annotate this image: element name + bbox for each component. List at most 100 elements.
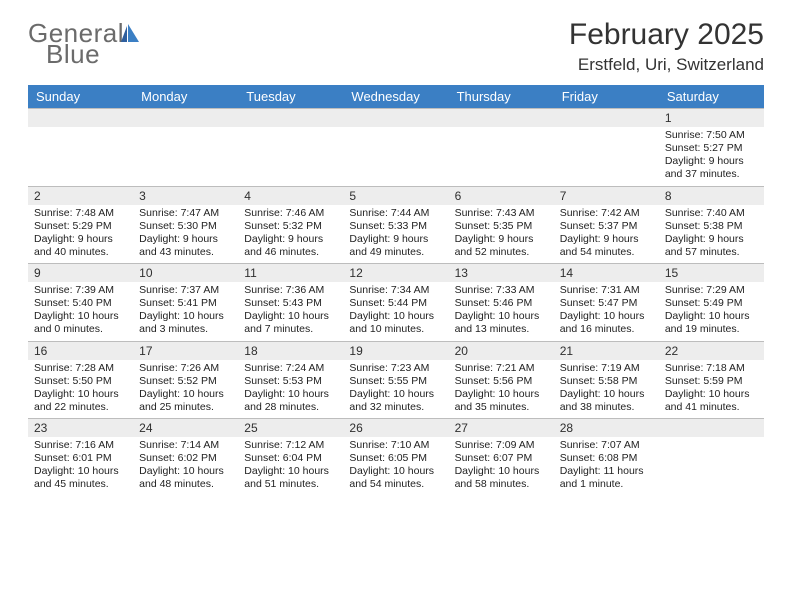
day-cell: 7Sunrise: 7:42 AMSunset: 5:37 PMDaylight… xyxy=(554,187,659,264)
day-cell: 18Sunrise: 7:24 AMSunset: 5:53 PMDayligh… xyxy=(238,342,343,419)
day-number: 18 xyxy=(238,342,343,360)
day-info: Sunrise: 7:09 AMSunset: 6:07 PMDaylight:… xyxy=(449,437,554,496)
day-number: 19 xyxy=(343,342,448,360)
day-info: Sunrise: 7:48 AMSunset: 5:29 PMDaylight:… xyxy=(28,205,133,264)
day-number: 23 xyxy=(28,419,133,437)
day-cell: 16Sunrise: 7:28 AMSunset: 5:50 PMDayligh… xyxy=(28,342,133,419)
day-cell xyxy=(554,109,659,186)
day-cell: 11Sunrise: 7:36 AMSunset: 5:43 PMDayligh… xyxy=(238,264,343,341)
day-info: Sunrise: 7:24 AMSunset: 5:53 PMDaylight:… xyxy=(238,360,343,419)
day-number: 26 xyxy=(343,419,448,437)
day-cell: 14Sunrise: 7:31 AMSunset: 5:47 PMDayligh… xyxy=(554,264,659,341)
day-cell xyxy=(238,109,343,186)
title-block: February 2025 Erstfeld, Uri, Switzerland xyxy=(569,18,764,75)
day-info: Sunrise: 7:44 AMSunset: 5:33 PMDaylight:… xyxy=(343,205,448,264)
day-cell: 9Sunrise: 7:39 AMSunset: 5:40 PMDaylight… xyxy=(28,264,133,341)
day-info: Sunrise: 7:12 AMSunset: 6:04 PMDaylight:… xyxy=(238,437,343,496)
week-row: 16Sunrise: 7:28 AMSunset: 5:50 PMDayligh… xyxy=(28,341,764,419)
day-info: Sunrise: 7:46 AMSunset: 5:32 PMDaylight:… xyxy=(238,205,343,264)
day-info: Sunrise: 7:37 AMSunset: 5:41 PMDaylight:… xyxy=(133,282,238,341)
logo-sail-icon xyxy=(121,24,143,47)
day-info: Sunrise: 7:31 AMSunset: 5:47 PMDaylight:… xyxy=(554,282,659,341)
day-number: 17 xyxy=(133,342,238,360)
day-info: Sunrise: 7:07 AMSunset: 6:08 PMDaylight:… xyxy=(554,437,659,496)
day-cell: 13Sunrise: 7:33 AMSunset: 5:46 PMDayligh… xyxy=(449,264,554,341)
day-info: Sunrise: 7:50 AMSunset: 5:27 PMDaylight:… xyxy=(659,127,764,186)
day-number: 7 xyxy=(554,187,659,205)
page-subtitle: Erstfeld, Uri, Switzerland xyxy=(569,55,764,75)
week-row: 2Sunrise: 7:48 AMSunset: 5:29 PMDaylight… xyxy=(28,186,764,264)
calendar-page: General Blue February 2025 Erstfeld, Uri… xyxy=(0,0,792,508)
day-number: 8 xyxy=(659,187,764,205)
day-number-empty xyxy=(238,109,343,127)
day-number: 25 xyxy=(238,419,343,437)
day-cell: 2Sunrise: 7:48 AMSunset: 5:29 PMDaylight… xyxy=(28,187,133,264)
day-cell: 10Sunrise: 7:37 AMSunset: 5:41 PMDayligh… xyxy=(133,264,238,341)
day-info: Sunrise: 7:16 AMSunset: 6:01 PMDaylight:… xyxy=(28,437,133,496)
day-info: Sunrise: 7:42 AMSunset: 5:37 PMDaylight:… xyxy=(554,205,659,264)
day-number: 16 xyxy=(28,342,133,360)
header: General Blue February 2025 Erstfeld, Uri… xyxy=(28,18,764,75)
day-number: 2 xyxy=(28,187,133,205)
day-cell: 12Sunrise: 7:34 AMSunset: 5:44 PMDayligh… xyxy=(343,264,448,341)
day-info: Sunrise: 7:23 AMSunset: 5:55 PMDaylight:… xyxy=(343,360,448,419)
day-cell xyxy=(133,109,238,186)
logo: General Blue xyxy=(28,18,143,67)
day-info: Sunrise: 7:26 AMSunset: 5:52 PMDaylight:… xyxy=(133,360,238,419)
day-number: 27 xyxy=(449,419,554,437)
day-number: 3 xyxy=(133,187,238,205)
day-header: Monday xyxy=(133,85,238,108)
day-number: 6 xyxy=(449,187,554,205)
day-info: Sunrise: 7:47 AMSunset: 5:30 PMDaylight:… xyxy=(133,205,238,264)
day-number: 21 xyxy=(554,342,659,360)
page-title: February 2025 xyxy=(569,18,764,52)
week-row: 1Sunrise: 7:50 AMSunset: 5:27 PMDaylight… xyxy=(28,108,764,186)
day-header: Thursday xyxy=(449,85,554,108)
day-number: 20 xyxy=(449,342,554,360)
day-cell: 15Sunrise: 7:29 AMSunset: 5:49 PMDayligh… xyxy=(659,264,764,341)
day-cell: 26Sunrise: 7:10 AMSunset: 6:05 PMDayligh… xyxy=(343,419,448,496)
day-cell: 5Sunrise: 7:44 AMSunset: 5:33 PMDaylight… xyxy=(343,187,448,264)
day-number: 11 xyxy=(238,264,343,282)
day-cell: 1Sunrise: 7:50 AMSunset: 5:27 PMDaylight… xyxy=(659,109,764,186)
day-info: Sunrise: 7:18 AMSunset: 5:59 PMDaylight:… xyxy=(659,360,764,419)
weeks-container: 1Sunrise: 7:50 AMSunset: 5:27 PMDaylight… xyxy=(28,108,764,496)
week-row: 9Sunrise: 7:39 AMSunset: 5:40 PMDaylight… xyxy=(28,263,764,341)
day-cell: 22Sunrise: 7:18 AMSunset: 5:59 PMDayligh… xyxy=(659,342,764,419)
day-cell: 4Sunrise: 7:46 AMSunset: 5:32 PMDaylight… xyxy=(238,187,343,264)
day-header: Saturday xyxy=(659,85,764,108)
day-cell: 27Sunrise: 7:09 AMSunset: 6:07 PMDayligh… xyxy=(449,419,554,496)
day-cell: 28Sunrise: 7:07 AMSunset: 6:08 PMDayligh… xyxy=(554,419,659,496)
day-info: Sunrise: 7:34 AMSunset: 5:44 PMDaylight:… xyxy=(343,282,448,341)
day-info: Sunrise: 7:39 AMSunset: 5:40 PMDaylight:… xyxy=(28,282,133,341)
day-number-empty xyxy=(659,419,764,437)
calendar-grid: SundayMondayTuesdayWednesdayThursdayFrid… xyxy=(28,85,764,496)
day-header: Sunday xyxy=(28,85,133,108)
day-header-row: SundayMondayTuesdayWednesdayThursdayFrid… xyxy=(28,85,764,108)
day-cell xyxy=(449,109,554,186)
day-number-empty xyxy=(28,109,133,127)
day-cell: 19Sunrise: 7:23 AMSunset: 5:55 PMDayligh… xyxy=(343,342,448,419)
day-number: 12 xyxy=(343,264,448,282)
day-cell: 8Sunrise: 7:40 AMSunset: 5:38 PMDaylight… xyxy=(659,187,764,264)
day-cell: 25Sunrise: 7:12 AMSunset: 6:04 PMDayligh… xyxy=(238,419,343,496)
day-number: 22 xyxy=(659,342,764,360)
day-info: Sunrise: 7:14 AMSunset: 6:02 PMDaylight:… xyxy=(133,437,238,496)
day-number: 14 xyxy=(554,264,659,282)
day-cell: 3Sunrise: 7:47 AMSunset: 5:30 PMDaylight… xyxy=(133,187,238,264)
day-cell: 6Sunrise: 7:43 AMSunset: 5:35 PMDaylight… xyxy=(449,187,554,264)
day-number: 13 xyxy=(449,264,554,282)
day-number-empty xyxy=(133,109,238,127)
week-row: 23Sunrise: 7:16 AMSunset: 6:01 PMDayligh… xyxy=(28,418,764,496)
day-info: Sunrise: 7:33 AMSunset: 5:46 PMDaylight:… xyxy=(449,282,554,341)
day-number: 10 xyxy=(133,264,238,282)
day-number: 24 xyxy=(133,419,238,437)
day-number: 4 xyxy=(238,187,343,205)
day-cell: 17Sunrise: 7:26 AMSunset: 5:52 PMDayligh… xyxy=(133,342,238,419)
day-number: 15 xyxy=(659,264,764,282)
day-number: 1 xyxy=(659,109,764,127)
day-header: Tuesday xyxy=(238,85,343,108)
day-number: 28 xyxy=(554,419,659,437)
day-info: Sunrise: 7:28 AMSunset: 5:50 PMDaylight:… xyxy=(28,360,133,419)
day-cell: 24Sunrise: 7:14 AMSunset: 6:02 PMDayligh… xyxy=(133,419,238,496)
